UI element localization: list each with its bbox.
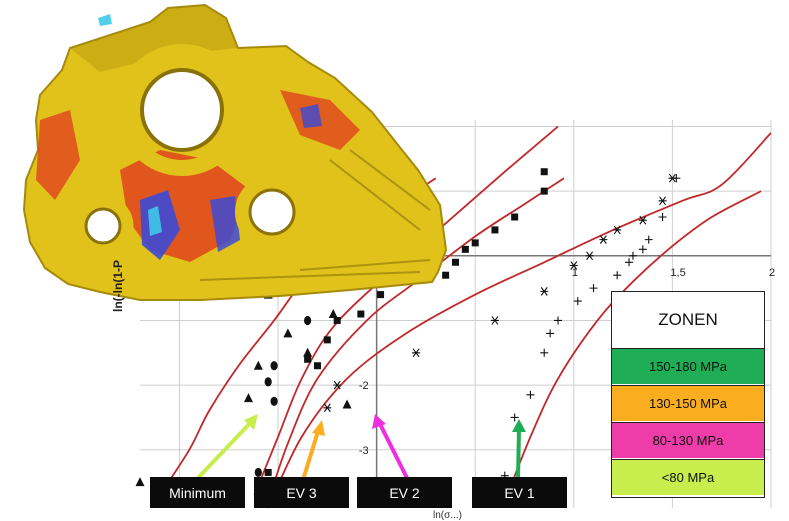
data-point-plus <box>638 245 647 254</box>
data-point-asterisk <box>323 403 332 413</box>
data-point-circle <box>254 467 262 478</box>
legend-item-80-130: 80-130 MPa <box>612 422 764 458</box>
data-point-square <box>540 187 548 195</box>
data-point-square <box>491 226 499 234</box>
zone-legend: ZONEN 150-180 MPa 130-150 MPa 80-130 MPa… <box>611 291 765 498</box>
fit-curve <box>267 177 565 502</box>
arrowhead-ev3 <box>312 420 325 436</box>
data-point-plus <box>625 258 634 267</box>
data-point-asterisk <box>599 235 608 244</box>
data-point-square <box>333 316 341 324</box>
casting-top-face <box>70 5 238 72</box>
data-point-square <box>313 362 321 370</box>
data-point-asterisk <box>540 287 549 296</box>
data-point-triangle <box>283 328 293 338</box>
data-point-square <box>377 291 385 299</box>
legend-item-150-180: 150-180 MPa <box>612 348 764 384</box>
arrow-ev3 <box>301 427 321 481</box>
gearbox-casting-image <box>22 3 448 301</box>
data-point-plus <box>510 413 519 422</box>
data-point-square <box>304 355 312 363</box>
casting-rib <box>199 149 431 281</box>
data-point-plus <box>644 235 653 244</box>
data-point-plus <box>589 284 598 293</box>
arrow-ev1 <box>516 427 521 481</box>
arrow-ev2 <box>377 421 410 481</box>
fit-curve <box>253 125 559 496</box>
legend-item-130-150: 130-150 MPa <box>612 385 764 421</box>
label-minimum: Minimum <box>150 477 245 508</box>
data-point-triangle <box>243 393 253 403</box>
label-ev3: EV 3 <box>254 477 349 508</box>
data-point-square <box>471 239 479 247</box>
data-point-circle <box>270 361 278 371</box>
data-point-triangle <box>342 399 352 409</box>
data-point-circle <box>270 396 278 406</box>
bore-left-hole <box>84 207 122 245</box>
bore-left-ring <box>72 195 134 257</box>
data-point-asterisk <box>638 215 647 225</box>
x-tick-label: 1,5 <box>670 267 685 279</box>
data-point-asterisk <box>585 251 594 261</box>
data-point-square <box>540 168 548 176</box>
fit-curve <box>503 190 762 502</box>
data-point-plus <box>546 329 555 338</box>
data-point-circle <box>304 315 312 326</box>
casting-cyan-zone <box>148 206 162 236</box>
data-point-plus <box>526 390 535 399</box>
data-point-asterisk <box>569 261 578 270</box>
bore-right-ring <box>235 175 309 249</box>
fit-curve <box>267 132 772 509</box>
arrowhead-minimum <box>244 414 258 430</box>
bore-main-ring <box>116 44 248 176</box>
data-point-square <box>511 213 519 221</box>
casting-cold-zone <box>300 104 322 128</box>
legend-item-under-80: <80 MPa <box>612 459 764 495</box>
y-axis-label: ln(-ln(1-P <box>111 260 125 312</box>
casting-hot-zone <box>36 110 80 200</box>
data-point-plus <box>540 348 549 357</box>
data-point-plus <box>554 316 563 325</box>
data-point-triangle <box>253 360 263 370</box>
arrow-minimum <box>194 417 256 482</box>
data-point-asterisk <box>333 380 342 390</box>
data-point-square <box>452 258 459 266</box>
data-point-asterisk <box>658 196 667 206</box>
data-point-triangle <box>135 477 145 487</box>
y-tick-label: -2 <box>359 380 369 392</box>
zone-arrows <box>194 414 526 482</box>
casting-cyan-zone <box>98 14 112 26</box>
data-point-square <box>461 245 469 253</box>
data-point-plus <box>573 297 582 306</box>
data-point-square <box>357 310 365 318</box>
casting-cold-zone <box>210 196 240 252</box>
bore-right-hole <box>248 188 296 236</box>
label-ev1: EV 1 <box>472 477 567 508</box>
data-point-square <box>442 271 450 279</box>
x-tick-label: 2 <box>769 267 775 279</box>
tick-labels: 1 1,5 2 -2 -3 <box>359 267 775 457</box>
arrowhead-ev1 <box>512 419 526 432</box>
x-axis-label: ln(σ...) <box>433 510 462 521</box>
arrowhead-ev2 <box>372 414 386 429</box>
data-point-plus <box>628 251 637 260</box>
data-point-triangle <box>303 347 313 357</box>
y-tick-label: -3 <box>359 445 369 457</box>
data-point-plus <box>672 174 681 183</box>
legend-title: ZONEN <box>658 310 718 329</box>
bore-main-hole <box>140 68 224 152</box>
x-tick-label: 1 <box>572 267 578 279</box>
data-point-asterisk <box>490 316 499 325</box>
data-point-plus <box>613 271 622 280</box>
data-point-triangle <box>328 309 338 318</box>
label-ev2: EV 2 <box>357 477 452 508</box>
data-point-plus <box>658 213 667 221</box>
data-point-square <box>323 336 331 344</box>
data-point-asterisk <box>613 225 622 235</box>
data-point-square <box>264 468 272 476</box>
data-point-circle <box>264 377 272 387</box>
data-point-asterisk <box>412 348 421 358</box>
